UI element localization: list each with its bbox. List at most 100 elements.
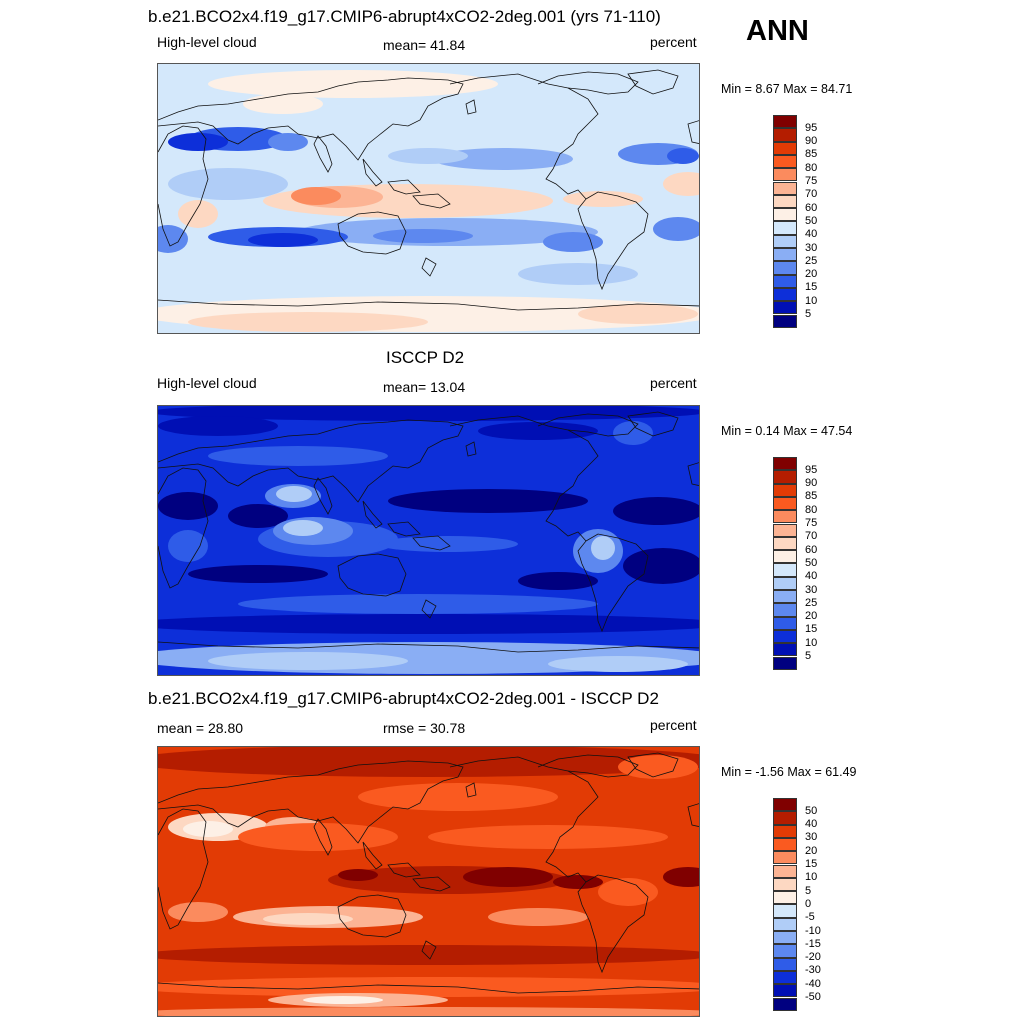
coastline [387, 521, 421, 537]
coastline [537, 413, 639, 437]
colorbar-tick-label: 15 [805, 858, 818, 870]
coastline [627, 752, 679, 778]
contour-region [653, 217, 699, 241]
colorbar-swatch [773, 603, 797, 617]
coastline [421, 940, 437, 960]
colorbar-tick-label: 95 [805, 121, 818, 134]
panel2-mean: mean= 13.04 [383, 379, 466, 395]
panel3-map-svg [158, 747, 699, 1016]
colorbar-tick-label: -15 [805, 937, 821, 950]
colorbar-tick-label: -20 [805, 951, 821, 964]
contour-region [268, 133, 308, 151]
colorbar-tick-label: 40 [805, 570, 818, 583]
colorbar-swatch [773, 523, 797, 537]
contour-region [208, 70, 498, 98]
contour-region [283, 520, 323, 536]
colorbar-swatch [773, 616, 797, 630]
contour-region [433, 148, 573, 170]
contour-region [358, 783, 558, 811]
colorbar-tick-label: 5 [805, 650, 812, 662]
coastline [337, 211, 407, 255]
colorbar-swatch [773, 470, 797, 484]
colorbar-tick-label: 85 [805, 490, 818, 503]
coastline [362, 500, 383, 529]
coastlines [158, 752, 699, 994]
contour-region [158, 492, 218, 520]
contour-region [178, 200, 218, 228]
coastline [158, 299, 699, 311]
coastline [577, 191, 649, 291]
contour-region [238, 594, 598, 614]
panel1-colorbar: 95 90 85 80 75 70 60 50 40 30 25 20 15 10 5 [773, 115, 817, 328]
colorbar-tick-label: 90 [805, 135, 818, 148]
panel3-colorbar: 50 40 30 20 15 10 5 0 -5 -10 -15 -20 -30 -40 -50 [773, 798, 821, 1011]
coastline [387, 862, 421, 878]
colorbar-tick-label: 40 [805, 228, 818, 241]
colorbar-swatch [773, 984, 797, 998]
panel3-mean: mean = 28.80 [157, 720, 244, 736]
panel1-left-label: High-level cloud [157, 34, 257, 50]
coastline [412, 876, 451, 892]
contour-region [463, 867, 553, 887]
colorbar-tick-label: 80 [805, 161, 818, 174]
coastline [313, 818, 333, 856]
panel2-map-svg [158, 406, 699, 675]
panel1-map [157, 63, 700, 334]
panel1-mean: mean= 41.84 [383, 37, 466, 53]
contour-region [488, 908, 588, 926]
coastline [537, 754, 639, 778]
colorbar-tick-label: 25 [805, 596, 818, 609]
contour-region [373, 229, 473, 243]
contour-region [553, 875, 603, 889]
coastline [465, 782, 477, 798]
panel2-title: ISCCP D2 [386, 348, 465, 367]
contour-region [188, 565, 328, 583]
contour-region [578, 304, 698, 324]
colorbar-tick-label: 40 [805, 818, 818, 831]
colorbar-swatch [773, 457, 797, 471]
coastline [465, 99, 477, 115]
contour-region [188, 312, 428, 332]
colorbar-swatch [773, 314, 797, 328]
contour-region [168, 530, 208, 562]
contour-region [478, 422, 598, 440]
coastline [362, 841, 383, 870]
colorbar-swatch [773, 944, 797, 958]
colorbar-tick-label: 20 [805, 610, 818, 623]
coastline [337, 553, 407, 597]
colorbar-swatch [773, 274, 797, 288]
colorbar-tick-label: 10 [805, 294, 818, 307]
colorbar-tick-label: 10 [805, 636, 818, 649]
contour-region [158, 416, 278, 436]
contour-region [208, 652, 408, 670]
contour-region [158, 614, 699, 634]
colorbar-swatch [773, 877, 797, 892]
panel3-minmax: Min = -1.56 Max = 61.49 [721, 765, 857, 779]
colorbar-swatch [773, 287, 797, 302]
colorbar-swatch [773, 563, 797, 577]
colorbar-tick-label: 70 [805, 530, 818, 543]
colorbar-swatch [773, 208, 797, 222]
colorbar-tick-label: 95 [805, 463, 818, 476]
colorbar-swatch [773, 141, 797, 155]
coastline [449, 73, 599, 200]
coastline [449, 756, 599, 883]
colorbar-swatch [773, 629, 797, 644]
panel2-map [157, 405, 700, 676]
contour-region [263, 913, 353, 925]
colorbar-tick-label: 20 [805, 268, 818, 281]
colorbar-swatch [773, 261, 797, 275]
contour-region [388, 489, 588, 513]
coastline [449, 415, 599, 542]
colorbar-tick-label: 5 [805, 308, 812, 320]
contour-region [158, 977, 699, 997]
colorbar-swatch [773, 798, 797, 812]
contour-region [518, 263, 638, 285]
panel3-rmse: rmse = 30.78 [383, 720, 466, 736]
coastline [627, 411, 679, 437]
contour-region [303, 996, 383, 1004]
panel2-units: percent [650, 375, 697, 391]
contour-region [183, 821, 233, 837]
colorbar-swatch [773, 643, 797, 657]
colorbar-tick-label: -5 [805, 911, 815, 924]
